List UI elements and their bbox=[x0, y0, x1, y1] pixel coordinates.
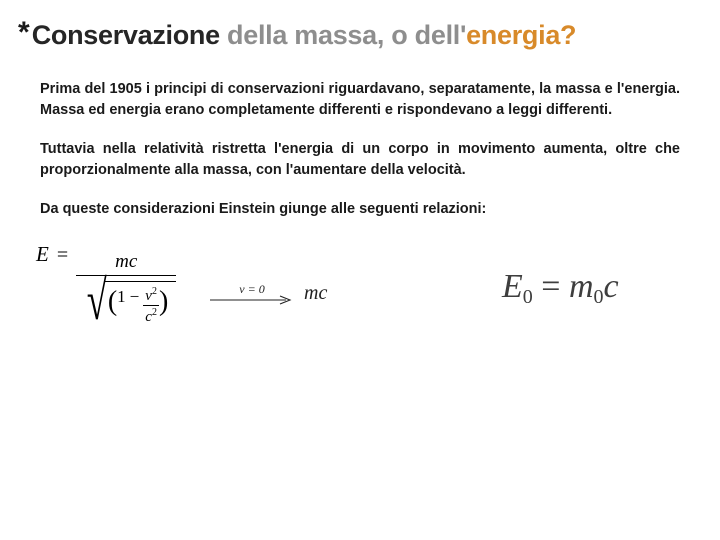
E0-eq: = bbox=[533, 268, 569, 305]
one: 1 bbox=[117, 287, 126, 306]
main-fraction: mc √ (1− v2 c2 ) bbox=[76, 251, 176, 328]
fraction-denominator: √ (1− v2 c2 ) bbox=[76, 276, 176, 328]
sqrt-wrap: √ (1− v2 c2 ) bbox=[76, 278, 176, 328]
title-row: * Conservazione della massa, o dell'ener… bbox=[18, 20, 680, 51]
formula-rest-energy: E0 = m0c bbox=[502, 268, 619, 309]
paren-close: ) bbox=[159, 286, 168, 317]
title-part-gray: della massa, o dell' bbox=[220, 20, 466, 50]
E0-E: E bbox=[502, 268, 523, 305]
arrow-icon bbox=[210, 295, 294, 305]
rest-c: c bbox=[604, 268, 619, 305]
paragraph-1: Prima del 1905 i principi di conservazio… bbox=[40, 79, 680, 121]
arrow-limit: v = 0 bbox=[210, 282, 294, 305]
minus: − bbox=[130, 287, 140, 306]
title-asterisk: * bbox=[18, 18, 30, 48]
paragraph-3: Da queste considerazioni Einstein giunge… bbox=[40, 199, 680, 220]
v: v bbox=[145, 288, 152, 304]
title-part-orange: energia? bbox=[466, 20, 576, 50]
m0-sub: 0 bbox=[594, 286, 604, 308]
v-squared: v2 bbox=[143, 286, 159, 306]
c-exp: 2 bbox=[152, 307, 157, 318]
page-title: Conservazione della massa, o dell'energi… bbox=[32, 20, 577, 51]
slide: * Conservazione della massa, o dell'ener… bbox=[0, 0, 720, 540]
formula-area: E = mc √ (1− v2 c2 ) bbox=[40, 238, 680, 398]
symbol-E: E bbox=[36, 242, 49, 266]
sqrt-symbol: √ bbox=[87, 278, 107, 326]
sqrt-body: (1− v2 c2 ) bbox=[104, 281, 176, 328]
title-part-dark: Conservazione bbox=[32, 20, 220, 50]
v-exp: 2 bbox=[152, 286, 157, 297]
formula-mc-result: mc bbox=[304, 282, 327, 305]
m0-m: m bbox=[569, 268, 594, 305]
formula-relativistic-energy: E = mc √ (1− v2 c2 ) bbox=[36, 242, 176, 328]
E0-sub: 0 bbox=[523, 286, 533, 308]
paren-open: ( bbox=[108, 286, 117, 317]
paragraph-2: Tuttavia nella relatività ristretta l'en… bbox=[40, 139, 680, 181]
v2-over-c2: v2 c2 bbox=[143, 286, 159, 326]
c: c bbox=[145, 309, 152, 325]
symbol-equals: = bbox=[57, 244, 68, 266]
c-squared: c2 bbox=[143, 306, 159, 326]
